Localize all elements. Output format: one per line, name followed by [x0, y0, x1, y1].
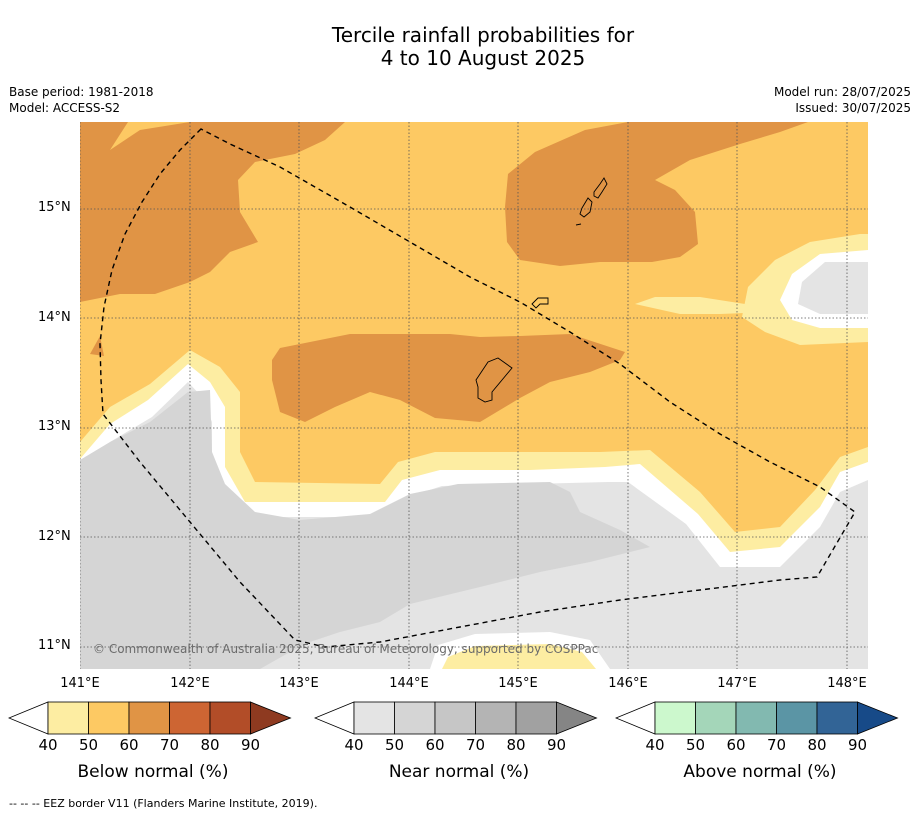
lon-label-143e: 143°E — [279, 676, 319, 691]
lon-label-142e: 142°E — [170, 676, 210, 691]
colorbar-swatch — [88, 701, 130, 735]
lat-label-14n: 14°N — [38, 310, 71, 325]
island-rota — [531, 297, 549, 309]
colorbar-swatch — [735, 701, 777, 735]
colorbar-under-triangle — [8, 701, 49, 735]
colorbar-tick-label: 60 — [119, 736, 139, 754]
eez-border — [99, 128, 856, 648]
island-aguijan — [575, 223, 582, 226]
gridlines — [80, 122, 868, 669]
lat-label-11n: 11°N — [38, 638, 71, 653]
island-guam — [475, 357, 513, 403]
colorbar-below-label: Below normal (%) — [77, 762, 229, 782]
colorbar-tick-label: 50 — [384, 736, 405, 754]
colorbar-near-label: Near normal (%) — [388, 762, 530, 782]
colorbar-under-triangle — [615, 701, 656, 735]
colorbar-above — [615, 701, 899, 735]
region-near-50-60-core — [80, 390, 650, 669]
colorbar-tick-label: 90 — [847, 736, 868, 754]
colorbar-tick-label: 80 — [200, 736, 220, 754]
island-saipan — [593, 177, 608, 199]
colorbar-tick-label: 90 — [240, 736, 261, 754]
region-below-60-70-nw — [80, 122, 345, 302]
lat-label-12n: 12°N — [38, 529, 71, 544]
colorbar-swatch — [515, 701, 557, 735]
region-below-60-70-c — [272, 334, 625, 422]
colorbar-over-triangle — [556, 701, 598, 735]
meta-right: Model run: 28/07/2025 Issued: 30/07/2025 — [774, 84, 911, 116]
lon-label-144e: 144°E — [389, 676, 429, 691]
colorbar-tick-label: 60 — [726, 736, 746, 754]
lat-label-13n: 13°N — [38, 419, 71, 434]
colorbar-tick-label: 90 — [546, 736, 567, 754]
colorbar-over-triangle — [857, 701, 899, 735]
model-name: Model: ACCESS-S2 — [9, 101, 121, 115]
colorbar-swatch — [47, 701, 89, 735]
meta-left: Base period: 1981-2018 Model: ACCESS-S2 — [9, 84, 154, 116]
copyright-text: © Commonwealth of Australia 2025, Bureau… — [93, 642, 598, 656]
probability-map: © Commonwealth of Australia 2025, Bureau… — [80, 122, 868, 669]
base-period: Base period: 1981-2018 — [9, 85, 154, 99]
colorbar-tick-label: 40 — [38, 736, 58, 754]
colorbar-swatch — [475, 701, 517, 735]
lon-label-145e: 145°E — [498, 676, 538, 691]
map-title-line2: 4 to 10 August 2025 — [380, 46, 586, 70]
lon-label-148e: 148°E — [827, 676, 867, 691]
colorbar-swatch — [209, 701, 251, 735]
colorbar-tick-label: 40 — [344, 736, 364, 754]
colorbar-tick-label: 40 — [645, 736, 665, 754]
region-near-40-50-e — [798, 262, 868, 314]
colorbar-swatch — [169, 701, 211, 735]
lat-label-15n: 15°N — [38, 200, 71, 215]
colorbar-swatch — [816, 701, 858, 735]
colorbar-tick-label: 80 — [807, 736, 827, 754]
eez-footer-note: -- -- -- EEZ border V11 (Flanders Marine… — [9, 797, 318, 810]
lon-label-141e: 141°E — [60, 676, 100, 691]
colorbar-tick-label: 70 — [465, 736, 486, 754]
colorbar-tick-label: 60 — [425, 736, 445, 754]
colorbar-tick-label: 50 — [78, 736, 99, 754]
model-run: Model run: 28/07/2025 — [773, 85, 911, 99]
colorbar-tick-label: 80 — [506, 736, 526, 754]
region-below-40-50-bottom — [440, 642, 602, 669]
colorbar-near — [314, 701, 598, 735]
colorbar-tick-label: 70 — [766, 736, 787, 754]
colorbar-swatch — [353, 701, 395, 735]
colorbar-tick-label: 50 — [685, 736, 706, 754]
colorbar-over-triangle — [250, 701, 292, 735]
islands — [475, 177, 608, 403]
colorbar-swatch — [128, 701, 170, 735]
band-white-bottom — [430, 632, 610, 669]
colorbar-swatch — [654, 701, 696, 735]
lon-label-147e: 147°E — [717, 676, 757, 691]
colorbar-below — [8, 701, 292, 735]
issued-date: Issued: 30/07/2025 — [795, 101, 911, 115]
region-below-60-70-w — [90, 336, 104, 356]
colorbar-swatch — [695, 701, 737, 735]
lon-label-146e: 146°E — [608, 676, 648, 691]
map-title-line1: Tercile rainfall probabilities for — [331, 23, 635, 47]
colorbar-under-triangle — [314, 701, 355, 735]
colorbar-swatch — [434, 701, 476, 735]
region-below-60-70-nc — [505, 122, 808, 266]
region-below-40-50-patch — [635, 297, 770, 314]
colorbar-swatch — [776, 701, 818, 735]
island-tinian — [579, 197, 593, 218]
colorbar-tick-label: 70 — [159, 736, 180, 754]
colorbar-above-label: Above normal (%) — [683, 762, 837, 782]
colorbar-swatch — [394, 701, 436, 735]
